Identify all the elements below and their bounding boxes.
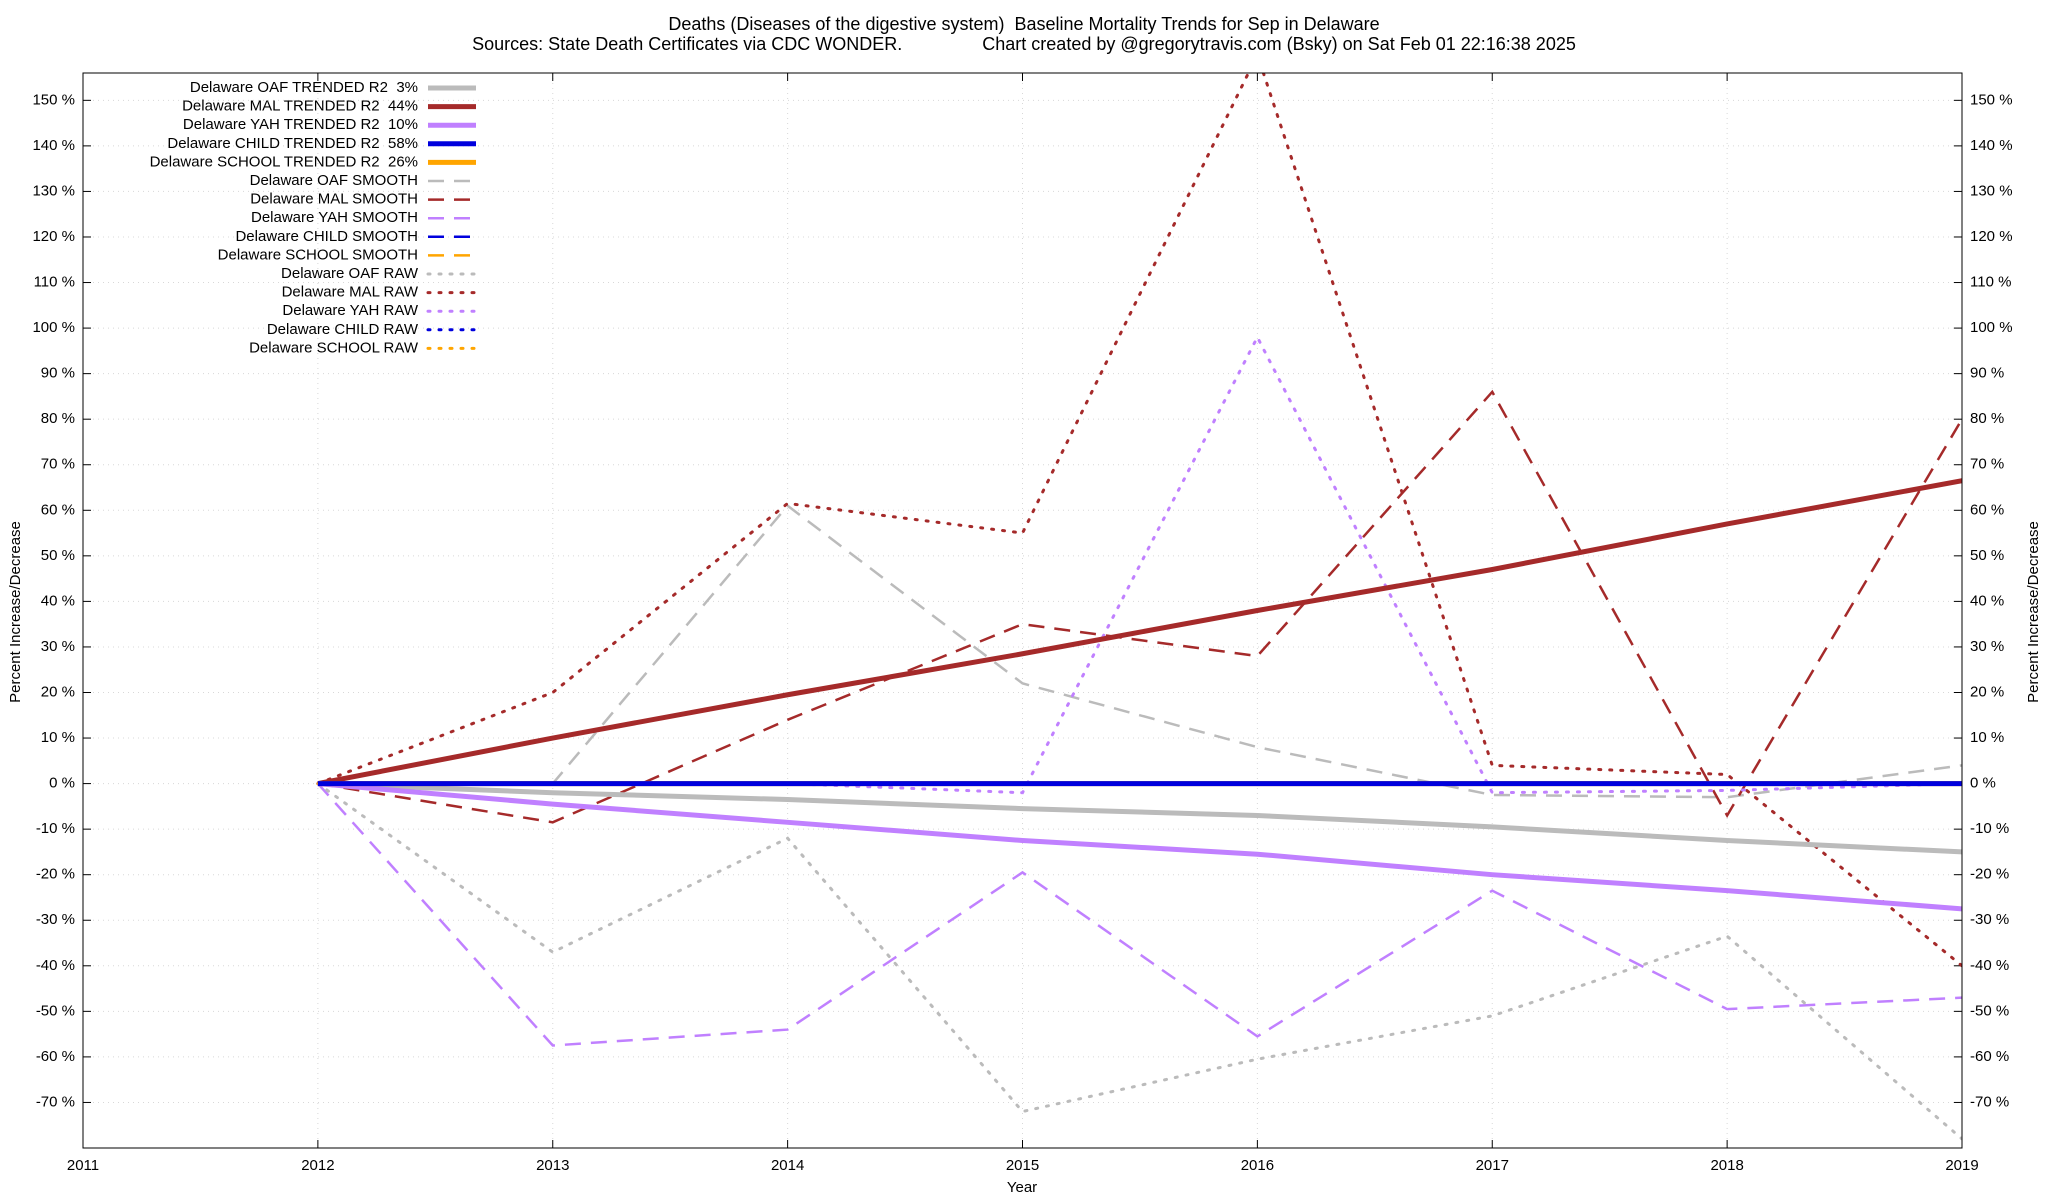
y-tick-label: -60 % <box>36 1048 75 1065</box>
y-tick-label: -10 % <box>36 820 75 837</box>
series-line <box>317 504 1962 799</box>
x-tick-label: 2016 <box>1241 1157 1274 1174</box>
y-tick-label: 100 % <box>32 319 75 336</box>
legend-label: Delaware OAF TRENDED R2 3% <box>190 79 418 96</box>
y2-tick-label: 70 % <box>1970 456 2004 473</box>
y-tick-label: -70 % <box>36 1093 75 1110</box>
y2-tick-label: -70 % <box>1970 1093 2009 1110</box>
y2-tick-label: 40 % <box>1970 592 2004 609</box>
series-line <box>317 389 1962 824</box>
legend-label: Delaware MAL RAW <box>282 284 419 301</box>
y2-tick-label: 20 % <box>1970 683 2004 700</box>
y2-axis-label: Percent Increase/Decrease <box>2025 521 2042 703</box>
y-tick-label: -50 % <box>36 1002 75 1019</box>
legend-label: Delaware CHILD SMOOTH <box>235 228 418 245</box>
x-tick-label: 2019 <box>1945 1157 1978 1174</box>
legend-label: Delaware CHILD TRENDED R2 58% <box>167 135 418 152</box>
y-tick-label: -20 % <box>36 866 75 883</box>
y2-tick-label: 0 % <box>1970 775 1996 792</box>
series-line <box>317 478 1962 787</box>
y-tick-label: 10 % <box>41 729 75 746</box>
y2-tick-label: 110 % <box>1970 274 2011 291</box>
legend-label: Delaware YAH RAW <box>282 302 418 319</box>
x-tick-label: 2018 <box>1710 1157 1743 1174</box>
legend-label: Delaware YAH SMOOTH <box>251 209 418 226</box>
y2-tick-label: 140 % <box>1970 137 2013 154</box>
x-tick-label: 2011 <box>67 1157 99 1174</box>
legend-label: Delaware OAF SMOOTH <box>250 172 418 189</box>
y2-tick-label: 80 % <box>1970 410 2004 427</box>
x-tick-label: 2017 <box>1476 1157 1509 1174</box>
y-tick-label: 150 % <box>32 91 75 108</box>
plot-frame <box>82 72 1963 1149</box>
y-tick-label: 90 % <box>41 365 75 382</box>
y2-tick-label: -30 % <box>1970 911 2009 928</box>
y2-tick-label: 50 % <box>1970 547 2004 564</box>
y-tick-label: 140 % <box>32 137 75 154</box>
y-tick-label: 80 % <box>41 410 75 427</box>
y2-tick-label: 130 % <box>1970 182 2013 199</box>
y-tick-label: -40 % <box>36 957 75 974</box>
x-tick-label: 2014 <box>771 1157 804 1174</box>
y-tick-label: 30 % <box>41 638 75 655</box>
y-tick-label: 40 % <box>41 592 75 609</box>
y-tick-label: 60 % <box>41 501 75 518</box>
y-tick-label: 0 % <box>49 775 75 792</box>
y-tick-label: 120 % <box>32 228 75 245</box>
series-line <box>317 781 1962 855</box>
series-line <box>316 782 1962 1141</box>
plot-lines <box>316 73 1962 1141</box>
chart-title: Deaths (Diseases of the digestive system… <box>668 14 1379 34</box>
y-tick-label: 20 % <box>41 683 75 700</box>
legend-label: Delaware MAL TRENDED R2 44% <box>182 98 418 115</box>
x-tick-label: 2015 <box>1006 1157 1039 1174</box>
legend-label: Delaware MAL SMOOTH <box>250 191 418 208</box>
series-line <box>316 73 1962 968</box>
legend-label: Delaware YAH TRENDED R2 10% <box>183 116 418 133</box>
x-axis-label: Year <box>1007 1179 1037 1196</box>
y2-tick-label: 100 % <box>1970 319 2013 336</box>
y2-tick-label: 60 % <box>1970 501 2004 518</box>
y-tick-label: 110 % <box>34 274 75 291</box>
series-line <box>316 782 1962 1047</box>
legend-label: Delaware SCHOOL RAW <box>249 339 419 356</box>
y2-tick-label: -40 % <box>1970 957 2009 974</box>
y2-tick-label: 150 % <box>1970 91 2013 108</box>
x-tick-label: 2013 <box>536 1157 569 1174</box>
legend-label: Delaware OAF RAW <box>281 265 419 282</box>
y2-tick-label: -20 % <box>1970 866 2009 883</box>
y-tick-label: 70 % <box>41 456 75 473</box>
y-tick-label: -30 % <box>36 911 75 928</box>
x-tick-label: 2012 <box>301 1157 334 1174</box>
y2-tick-label: -60 % <box>1970 1048 2009 1065</box>
series-line <box>317 781 1962 912</box>
legend-label: Delaware SCHOOL SMOOTH <box>218 246 418 263</box>
y2-tick-label: 10 % <box>1970 729 2004 746</box>
y-axis-label: Percent Increase/Decrease <box>7 521 24 703</box>
y-tick-label: 130 % <box>32 182 75 199</box>
y2-tick-label: -10 % <box>1970 820 2009 837</box>
chart-subtitle: Sources: State Death Certificates via CD… <box>472 34 1576 54</box>
y2-tick-label: 120 % <box>1970 228 2013 245</box>
y-tick-label: 50 % <box>41 547 75 564</box>
y2-tick-label: 30 % <box>1970 638 2004 655</box>
legend-label: Delaware CHILD RAW <box>267 321 419 338</box>
series-line <box>316 333 1962 795</box>
legend-label: Delaware SCHOOL TRENDED R2 26% <box>150 153 418 170</box>
y2-tick-label: -50 % <box>1970 1002 2009 1019</box>
y2-tick-label: 90 % <box>1970 365 2004 382</box>
